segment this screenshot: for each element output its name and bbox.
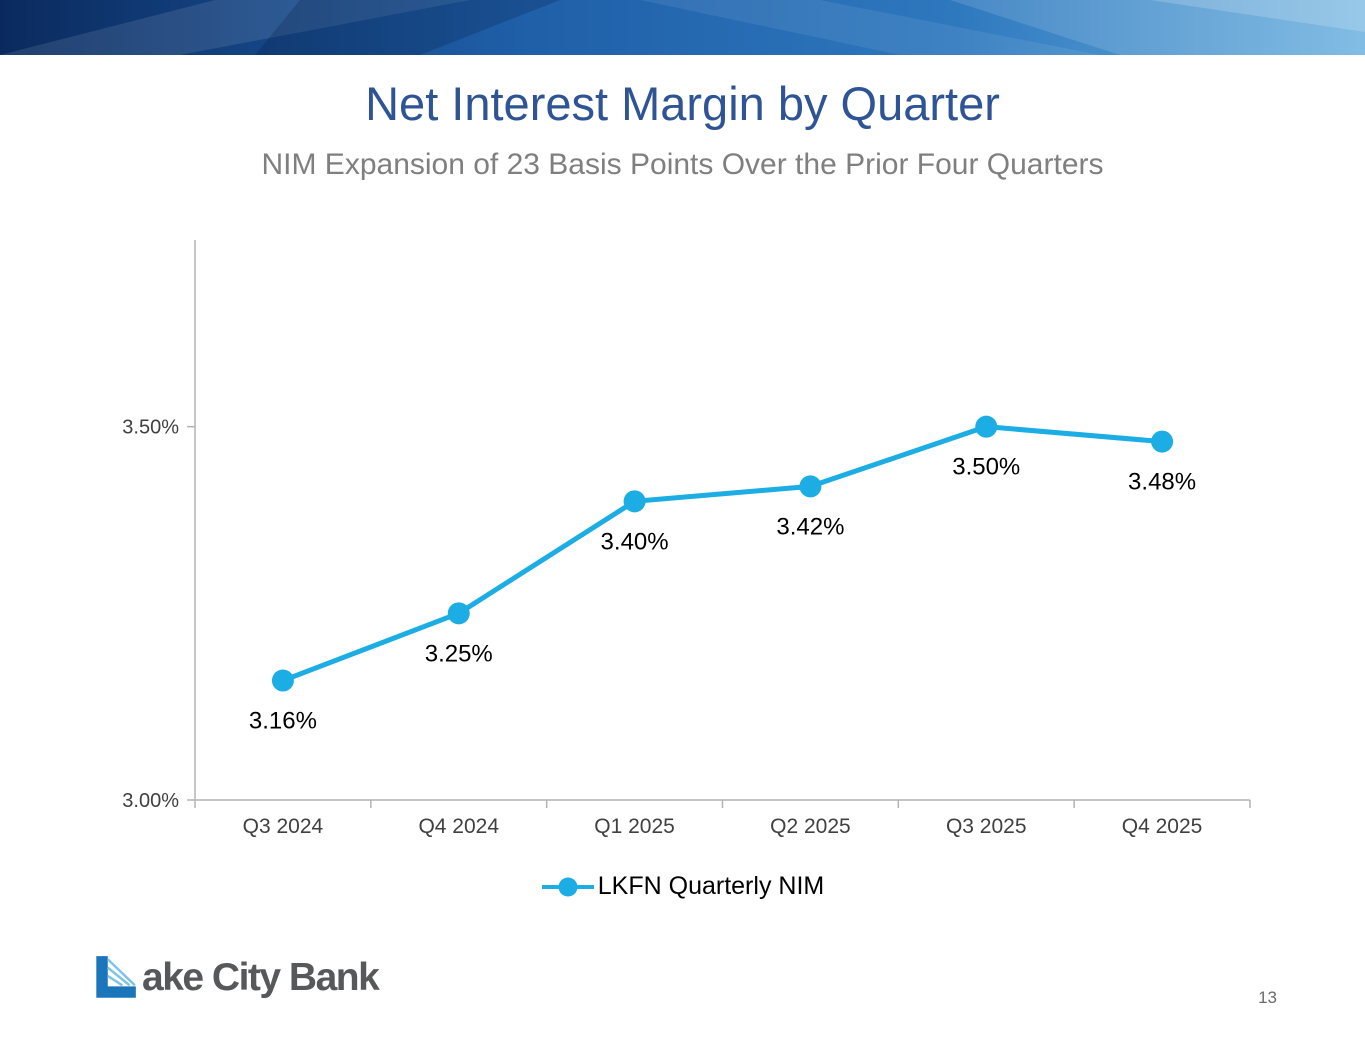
- y-tick-label: 3.50%: [122, 417, 179, 439]
- logo-text: ake City Bank: [142, 956, 380, 999]
- banner-facet: [0, 0, 470, 55]
- y-tick-label: 3.00%: [122, 790, 179, 812]
- data-point-label: 3.40%: [601, 528, 669, 555]
- x-tick-label: Q2 2025: [770, 815, 851, 838]
- lake-city-bank-logo: ake City Bank: [88, 952, 380, 1004]
- page-number: 13: [1258, 988, 1277, 1007]
- data-point-marker: [975, 415, 998, 438]
- banner-background: [0, 0, 1365, 55]
- slide-title: Net Interest Margin by Quarter: [365, 77, 1000, 130]
- slide-subtitle: NIM Expansion of 23 Basis Points Over th…: [261, 148, 1104, 181]
- data-point-marker: [799, 475, 822, 498]
- bridge-emblem-icon: [96, 956, 136, 998]
- data-point-label: 3.42%: [776, 513, 844, 540]
- x-tick-label: Q4 2024: [418, 815, 499, 838]
- series-line: [280, 424, 1165, 684]
- x-tick-label: Q3 2024: [243, 815, 324, 838]
- banner-facet: [950, 0, 1365, 55]
- data-point-label: 3.48%: [1128, 469, 1196, 496]
- banner-facet: [640, 0, 1100, 55]
- banner-facet: [255, 0, 560, 55]
- legend-line-marker-icon: [541, 877, 594, 896]
- data-point-marker: [271, 669, 294, 692]
- legend-label: LKFN Quarterly NIM: [597, 872, 825, 900]
- x-tick-label: Q3 2025: [946, 815, 1027, 838]
- data-point-marker: [447, 602, 470, 625]
- x-tick-label: Q4 2025: [1122, 815, 1203, 838]
- data-point-label: 3.16%: [249, 708, 317, 735]
- chart-legend: LKFN Quarterly NIM: [0, 872, 1365, 901]
- banner-graphic: [0, 0, 1365, 55]
- data-point-label: 3.25%: [425, 640, 493, 667]
- data-point-label: 3.50%: [952, 454, 1020, 481]
- data-point-marker: [1151, 430, 1174, 453]
- x-tick-label: Q1 2025: [594, 815, 675, 838]
- data-point-marker: [623, 490, 646, 513]
- banner-facet: [1150, 0, 1365, 32]
